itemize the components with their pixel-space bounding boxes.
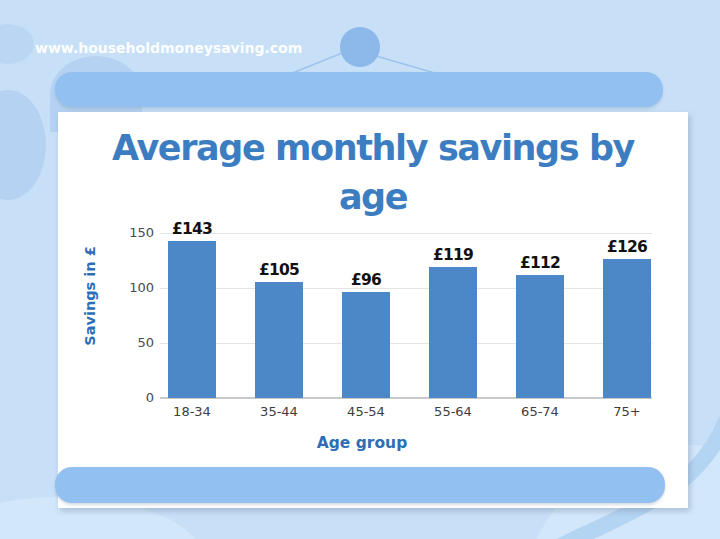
site-url: www.householdmoneysaving.com xyxy=(35,40,302,56)
y-tick-label: 50 xyxy=(58,335,154,350)
x-tick-label: 45-54 xyxy=(326,404,406,419)
x-axis-title: Age group xyxy=(262,434,462,452)
x-tick-label: 18-34 xyxy=(152,404,232,419)
slide: { "site": { "url_label": "www.householdm… xyxy=(0,0,720,539)
bar xyxy=(429,267,477,398)
y-tick-label: 0 xyxy=(58,390,154,405)
bar-value-label: £119 xyxy=(413,245,493,265)
gridline xyxy=(160,343,652,344)
bar-value-label: £96 xyxy=(326,270,406,290)
bar-value-label: £143 xyxy=(152,219,232,239)
bar-value-label: £105 xyxy=(239,260,319,280)
bar-value-label: £112 xyxy=(500,253,580,273)
bar-value-label: £126 xyxy=(587,237,667,257)
x-tick-label: 75+ xyxy=(587,404,667,419)
y-tick-label: 100 xyxy=(58,280,154,295)
x-tick-label: 35-44 xyxy=(239,404,319,419)
y-axis-title: Savings in £ xyxy=(82,216,98,376)
gridline xyxy=(160,233,652,234)
bar xyxy=(168,241,216,398)
bar xyxy=(342,292,390,398)
y-tick-label: 150 xyxy=(58,225,154,240)
gridline xyxy=(160,288,652,289)
x-axis-line xyxy=(160,397,652,399)
bar xyxy=(603,259,651,398)
bottom-rail xyxy=(55,467,665,503)
bar xyxy=(516,275,564,398)
x-tick-label: 65-74 xyxy=(500,404,580,419)
top-rail xyxy=(55,72,663,107)
bar xyxy=(255,282,303,398)
x-tick-label: 55-64 xyxy=(413,404,493,419)
chart-panel: Average monthly savings byage 050100150£… xyxy=(58,112,688,508)
